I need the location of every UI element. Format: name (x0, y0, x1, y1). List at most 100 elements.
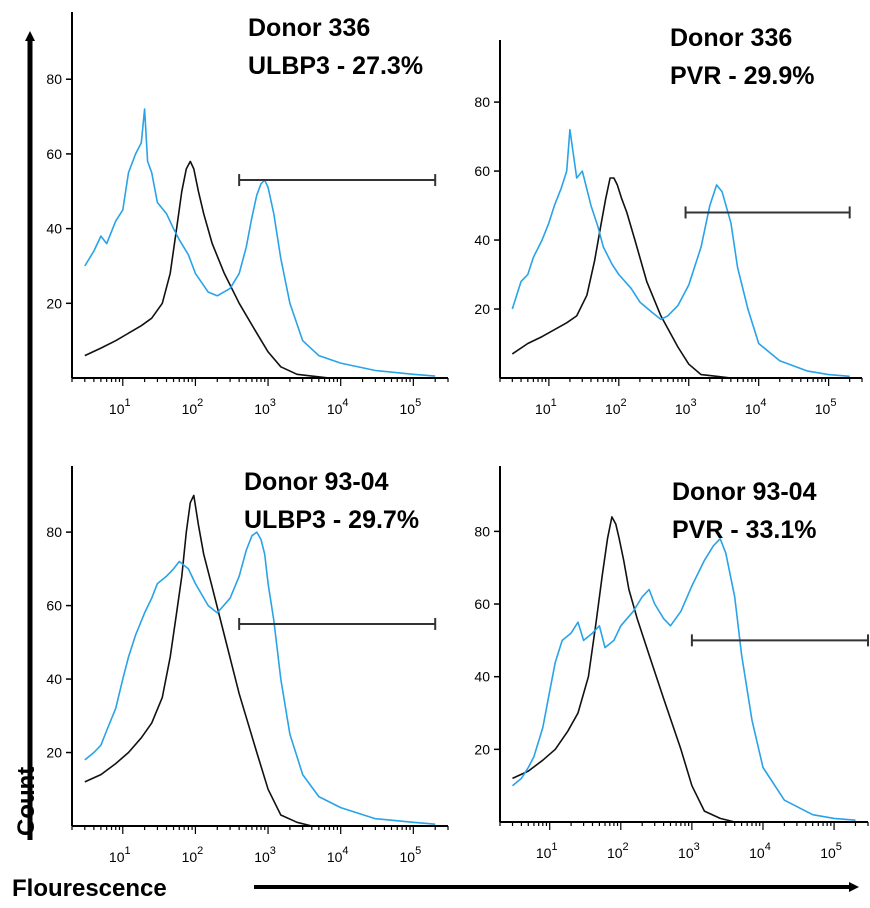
tick-base: 10 (109, 849, 125, 865)
tick-base: 10 (678, 845, 694, 861)
x-tick-label: 105 (815, 397, 837, 417)
y-tick-label: 40 (474, 232, 490, 248)
y-tick-label: 60 (474, 596, 490, 612)
series-layer (84, 494, 436, 827)
tick-base: 10 (749, 845, 765, 861)
tick-base: 10 (254, 849, 270, 865)
series-layer (511, 516, 856, 823)
x-tick-label: 105 (820, 841, 842, 861)
x-tick-label: 101 (535, 397, 557, 417)
tick-exponent: 5 (836, 841, 842, 853)
tick-exponent: 1 (551, 397, 557, 409)
y-tick-label: 20 (46, 745, 62, 761)
y-tick-label: 20 (474, 741, 490, 757)
tick-base: 10 (399, 849, 415, 865)
tick-exponent: 2 (623, 841, 629, 853)
annotation-line-2: ULBP3 - 27.3% (248, 52, 423, 80)
y-tick-label: 60 (46, 146, 62, 162)
y-tick-label: 80 (46, 71, 62, 87)
negative-series-line (84, 494, 312, 827)
positive-series-line (511, 537, 856, 821)
tick-exponent: 2 (197, 845, 203, 857)
tick-base: 10 (399, 401, 415, 417)
tick-base: 10 (254, 401, 270, 417)
tick-exponent: 5 (415, 397, 421, 409)
x-tick-label: 104 (745, 397, 767, 417)
gate-layer (684, 206, 851, 219)
tick-base: 10 (745, 401, 761, 417)
annotation-line-1: Donor 93-04 (672, 478, 817, 506)
positive-series-line (511, 128, 850, 378)
annotation-line-2: ULBP3 - 29.7% (244, 506, 419, 534)
x-tick-label: 105 (399, 845, 421, 865)
annotation-line-2: PVR - 33.1% (672, 516, 817, 544)
tick-exponent: 1 (551, 841, 557, 853)
tick-base: 10 (536, 845, 552, 861)
x-tick-label: 104 (327, 397, 349, 417)
x-tick-label: 103 (675, 397, 697, 417)
gate-layer (690, 634, 869, 647)
tick-exponent: 4 (342, 397, 348, 409)
y-tick-label: 40 (474, 669, 490, 685)
x-tick-label: 102 (605, 397, 627, 417)
y-tick-label: 40 (46, 221, 62, 237)
positive-series-line (84, 531, 436, 825)
y-tick-label: 80 (474, 94, 490, 110)
y-tick-label: 80 (46, 524, 62, 540)
x-tick-label: 101 (536, 841, 558, 861)
tick-base: 10 (815, 401, 831, 417)
tick-exponent: 3 (270, 397, 276, 409)
tick-base: 10 (675, 401, 691, 417)
y-tick-label: 20 (474, 301, 490, 317)
x-tick-label: 104 (327, 845, 349, 865)
x-tick-label: 101 (109, 397, 131, 417)
annotation-line-1: Donor 336 (670, 24, 792, 52)
tick-exponent: 5 (415, 845, 421, 857)
tick-base: 10 (182, 849, 198, 865)
tick-base: 10 (605, 401, 621, 417)
tick-base: 10 (327, 401, 343, 417)
y-tick-label: 60 (474, 163, 490, 179)
tick-exponent: 4 (342, 845, 348, 857)
negative-series-line (84, 160, 330, 379)
gate-layer (238, 617, 437, 630)
tick-base: 10 (109, 401, 125, 417)
y-axis-label: Count (13, 767, 40, 836)
tick-exponent: 5 (830, 397, 836, 409)
series-layer (511, 128, 850, 379)
negative-series-line (511, 177, 731, 379)
series-layer (84, 108, 436, 379)
y-tick-label: 60 (46, 598, 62, 614)
annotation-line-1: Donor 93-04 (244, 468, 389, 496)
tick-base: 10 (607, 845, 623, 861)
tick-exponent: 4 (765, 841, 771, 853)
x-tick-label: 103 (254, 397, 276, 417)
x-tick-label: 102 (182, 397, 204, 417)
positive-series-line (84, 108, 436, 377)
x-tick-label: 102 (182, 845, 204, 865)
tick-exponent: 3 (694, 841, 700, 853)
x-tick-label: 105 (399, 397, 421, 417)
x-tick-label: 101 (109, 845, 131, 865)
y-tick-label: 20 (46, 295, 62, 311)
x-tick-label: 103 (678, 841, 700, 861)
tick-base: 10 (535, 401, 551, 417)
x-tick-label: 104 (749, 841, 771, 861)
tick-base: 10 (327, 849, 343, 865)
annotation-line-1: Donor 336 (248, 14, 370, 42)
x-tick-label: 102 (607, 841, 629, 861)
negative-series-line (512, 516, 735, 823)
tick-base: 10 (182, 401, 198, 417)
tick-exponent: 1 (125, 845, 131, 857)
tick-exponent: 3 (690, 397, 696, 409)
tick-exponent: 2 (621, 397, 627, 409)
x-axis-label: Flourescence (12, 875, 167, 902)
